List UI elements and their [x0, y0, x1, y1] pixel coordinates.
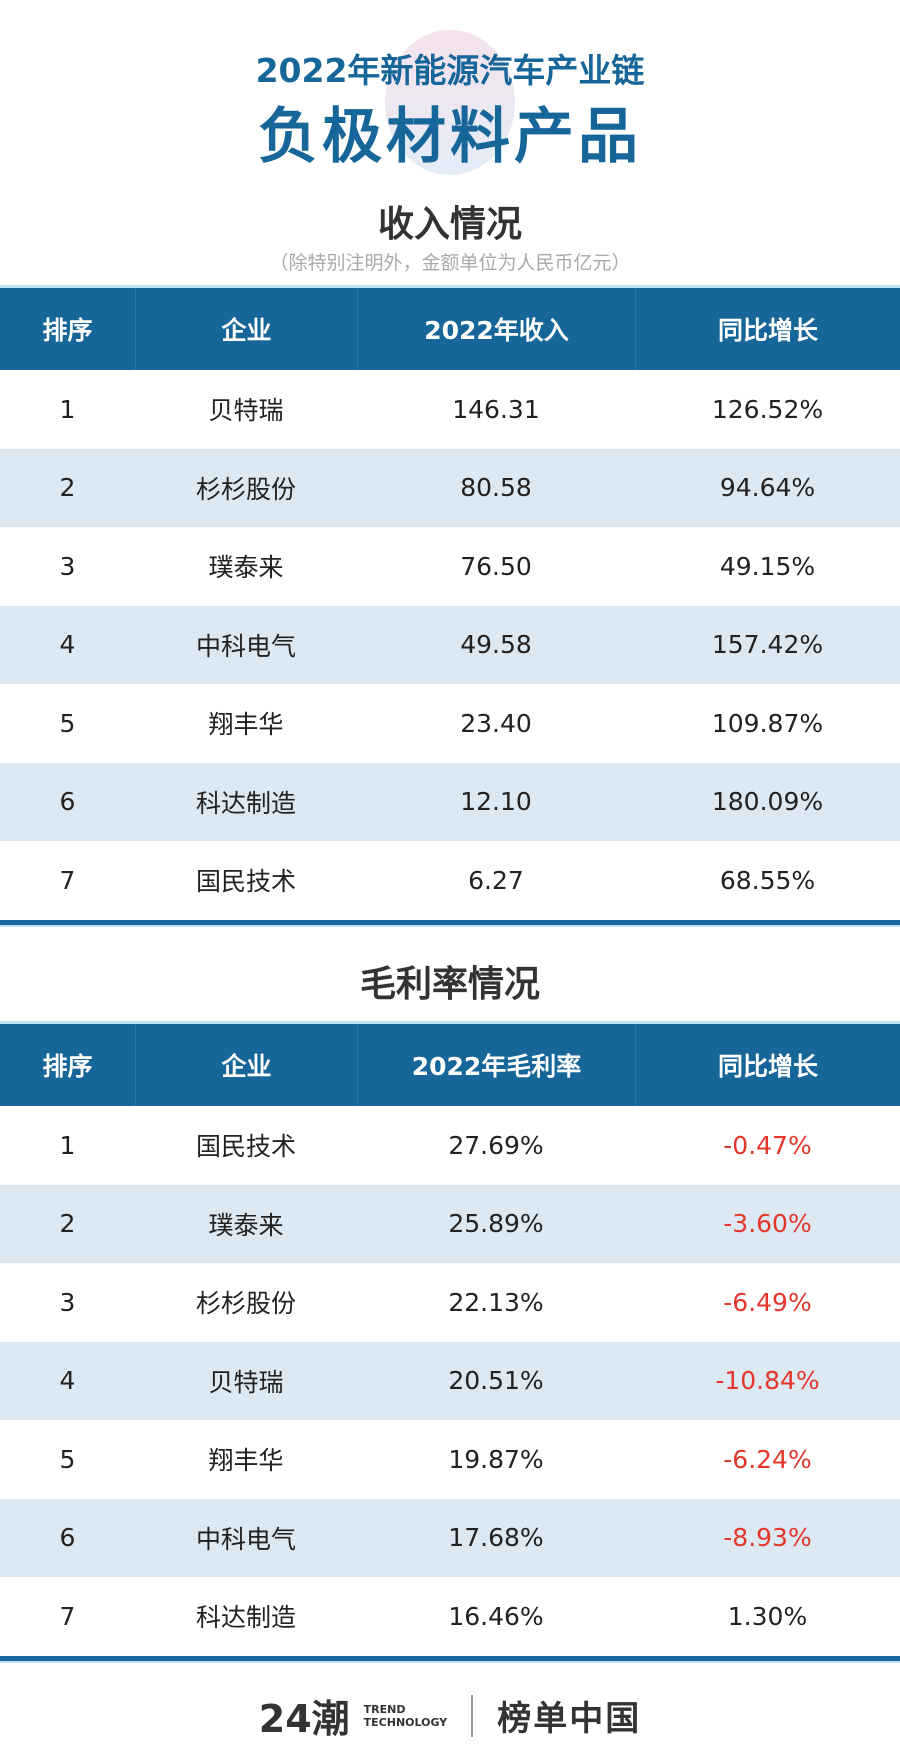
table-cell: 23.40	[460, 708, 532, 738]
table-cell: 1	[59, 1130, 76, 1160]
table-cell: 杉杉股份	[195, 1289, 296, 1319]
table-header: 排序 企业 2022年毛利率 同比增长	[0, 1021, 900, 1106]
table-row: 5 翔丰华 19.87% -6.24%	[0, 1420, 900, 1499]
table-cell: 20.51%	[448, 1366, 544, 1396]
table-cell: 3	[59, 551, 76, 581]
table-cell: -0.47%	[723, 1130, 812, 1160]
table-cell: 5	[59, 1444, 76, 1474]
logo-bangdan-china: 榜单中国	[497, 1699, 642, 1739]
table-row: 7 国民技术 6.27 68.55%	[0, 841, 900, 920]
table-row: 3 璞泰来 76.50 49.15%	[0, 527, 900, 606]
logo-24chao: 24潮	[258, 1697, 350, 1741]
table-cell: 49.58	[460, 630, 532, 660]
table-cell: 贝特瑞	[208, 396, 284, 426]
table-cell: 16.46%	[448, 1601, 544, 1631]
table-row: 5 翔丰华 23.40 109.87%	[0, 684, 900, 763]
table-cell: 25.89%	[448, 1209, 544, 1239]
revenue-table: 排序 企业 2022年收入 同比增长 1 贝特瑞 146.31 126.52% 2 杉杉股份 80.…	[0, 285, 900, 927]
table-cell: 4	[59, 1366, 76, 1396]
column-header: 同比增长	[635, 1024, 900, 1106]
table-cell: 5	[59, 708, 76, 738]
table-cell: 19.87%	[448, 1444, 544, 1474]
table-cell: 璞泰来	[208, 553, 284, 583]
table-bottom-rule	[0, 919, 900, 927]
table-cell: 中科电气	[195, 1524, 296, 1554]
table-cell: 180.09%	[711, 787, 824, 817]
table-cell: 12.10	[460, 787, 532, 817]
table-cell: 68.55%	[719, 865, 816, 895]
table-bottom-rule	[0, 1655, 900, 1663]
page-subtitle: 2022年新能源汽车产业链	[255, 51, 645, 90]
table-cell: -3.60%	[723, 1209, 812, 1239]
table-row: 2 璞泰来 25.89% -3.60%	[0, 1184, 900, 1263]
table-row: 2 杉杉股份 80.58 94.64%	[0, 448, 900, 527]
margin-table: 排序 企业 2022年毛利率 同比增长 1 国民技术 27.69% -0.47% 2 璞泰来 25.…	[0, 1021, 900, 1663]
table-cell: 126.52%	[711, 394, 824, 424]
unit-note: （除特别注明外，金额单位为人民币亿元）	[269, 252, 631, 274]
column-header: 企业	[135, 1024, 357, 1106]
table-cell: 27.69%	[448, 1130, 544, 1160]
table-cell: -6.24%	[723, 1444, 812, 1474]
table-cell: 国民技术	[195, 867, 296, 897]
table-cell: 1.30%	[727, 1601, 808, 1631]
column-header: 排序	[42, 1052, 93, 1081]
table-cell: 2	[59, 473, 76, 503]
table-cell: 4	[59, 630, 76, 660]
table-cell: 贝特瑞	[208, 1367, 284, 1397]
table-cell: 6.27	[468, 865, 524, 895]
logo-trend-text: TREND TECHNOLOGY	[363, 1702, 448, 1729]
table-cell: 1	[59, 394, 76, 424]
table-cell: 璞泰来	[208, 1210, 284, 1240]
table-row: 6 科达制造 12.10 180.09%	[0, 762, 900, 841]
column-header: 同比增长	[635, 288, 900, 370]
divider	[471, 1694, 474, 1737]
table-cell: -10.84%	[715, 1366, 820, 1396]
column-header: 2022年毛利率	[357, 1024, 635, 1106]
table-header: 排序 企业 2022年收入 同比增长	[0, 285, 900, 370]
table-cell: 94.64%	[719, 473, 816, 503]
column-header: 2022年收入	[357, 288, 635, 370]
table-row: 1 贝特瑞 146.31 126.52%	[0, 370, 900, 449]
table-cell: 国民技术	[195, 1132, 296, 1162]
table-cell: 科达制造	[195, 1603, 296, 1633]
table-cell: 80.58	[460, 473, 532, 503]
table-cell: 49.15%	[719, 551, 816, 581]
table-cell: 6	[59, 787, 76, 817]
decorative-circle	[385, 30, 515, 175]
table-row: 4 中科电气 49.58 157.42%	[0, 605, 900, 684]
column-header: 排序	[42, 316, 93, 345]
table-cell: 157.42%	[711, 630, 824, 660]
table-cell: -6.49%	[723, 1287, 812, 1317]
revenue-section-title: 收入情况	[377, 204, 522, 245]
table-cell: 翔丰华	[208, 1446, 284, 1476]
table-cell: 22.13%	[448, 1287, 544, 1317]
table-cell: 6	[59, 1523, 76, 1553]
table-cell: 中科电气	[195, 631, 296, 661]
column-header: 企业	[135, 288, 357, 370]
margin-section-title: 毛利率情况	[359, 964, 540, 1005]
table-row: 3 杉杉股份 22.13% -6.49%	[0, 1263, 900, 1342]
page-title: 负极材料产品	[258, 102, 642, 172]
table-cell: 7	[59, 1601, 76, 1631]
table-row: 7 科达制造 16.46% 1.30%	[0, 1577, 900, 1656]
table-cell: 17.68%	[448, 1523, 544, 1553]
table-row: 1 国民技术 27.69% -0.47%	[0, 1106, 900, 1185]
table-cell: -8.93%	[723, 1523, 812, 1553]
table-cell: 翔丰华	[208, 710, 284, 740]
table-cell: 76.50	[460, 551, 532, 581]
footer-logos: 24潮 TREND TECHNOLOGY 榜单中国	[0, 1688, 900, 1743]
table-row: 4 贝特瑞 20.51% -10.84%	[0, 1341, 900, 1420]
table-cell: 7	[59, 865, 76, 895]
table-row: 6 中科电气 17.68% -8.93%	[0, 1498, 900, 1577]
table-cell: 3	[59, 1287, 76, 1317]
table-cell: 146.31	[452, 394, 540, 424]
table-cell: 109.87%	[711, 708, 824, 738]
table-cell: 2	[59, 1209, 76, 1239]
table-cell: 杉杉股份	[195, 474, 296, 504]
table-cell: 科达制造	[195, 788, 296, 818]
